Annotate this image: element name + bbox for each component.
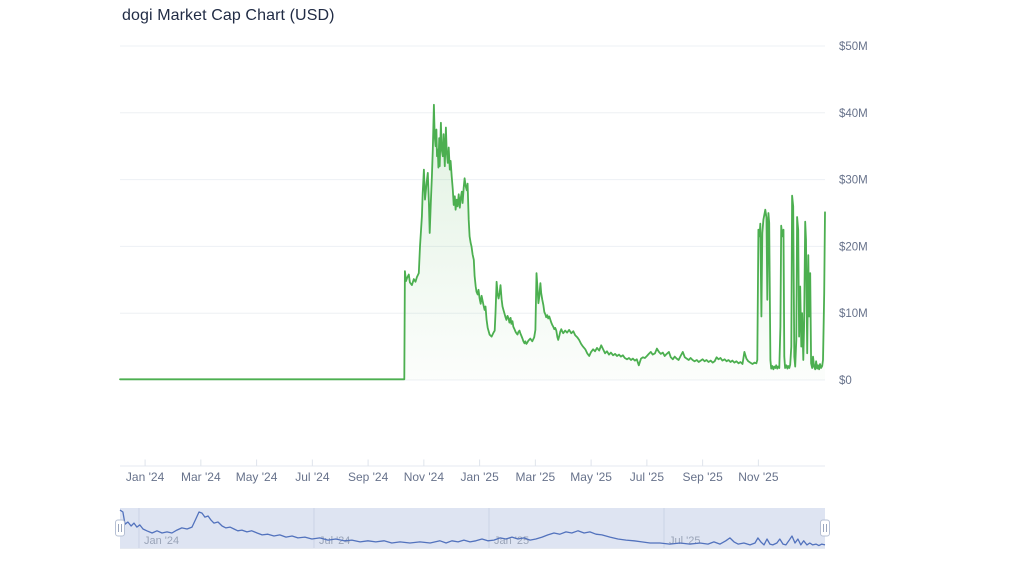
navigator-left-handle[interactable] bbox=[115, 519, 125, 537]
y-axis-label: $20M bbox=[839, 241, 868, 253]
navigator-handle-body[interactable] bbox=[115, 519, 125, 537]
y-axis-label: $0 bbox=[839, 375, 852, 387]
main-series-area bbox=[120, 104, 825, 381]
x-axis-label: Jul '24 bbox=[295, 470, 330, 484]
y-axis-label: $30M bbox=[839, 175, 868, 187]
navigator[interactable]: Jan '24 Jul '24 Jan '25 Jul '25 bbox=[115, 508, 830, 549]
x-axis-label: May '24 bbox=[236, 470, 278, 484]
main-series-line bbox=[119, 103, 826, 381]
x-axis-label: May '25 bbox=[570, 470, 612, 484]
x-axis-label: Sep '24 bbox=[348, 470, 389, 484]
x-axis: Jan '24 Mar '24 May '24 Jul '24 Sep '24 Nov '… bbox=[120, 459, 825, 484]
x-axis-label: Jul '25 bbox=[630, 470, 665, 484]
x-axis-label: Mar '24 bbox=[181, 470, 221, 484]
y-axis-label: $40M bbox=[839, 108, 868, 120]
navigator-right-handle[interactable] bbox=[820, 519, 830, 537]
x-axis-label: Nov '25 bbox=[738, 470, 779, 484]
chart-title: dogi Market Cap Chart (USD) bbox=[122, 7, 335, 24]
navigator-handle-body[interactable] bbox=[820, 519, 830, 537]
main-plot-hover-area[interactable] bbox=[120, 46, 825, 380]
y-axis-label: $10M bbox=[839, 308, 868, 320]
navigator-axis-label: Jan '24 bbox=[144, 535, 179, 547]
y-axis-label: $50M bbox=[839, 41, 868, 53]
x-axis-label: Jan '25 bbox=[460, 470, 499, 484]
navigator-axis-label: Jul '25 bbox=[669, 535, 700, 547]
x-axis-label: Nov '24 bbox=[404, 470, 445, 484]
x-axis-label: Jan '24 bbox=[126, 470, 165, 484]
navigator-axis-label: Jul '24 bbox=[319, 535, 350, 547]
navigator-gridlines bbox=[138, 508, 665, 548]
x-axis-label: Sep '25 bbox=[682, 470, 723, 484]
navigator-series-line bbox=[119, 509, 826, 547]
y-axis: $50M $40M $30M $20M $10M $0 bbox=[839, 41, 868, 387]
x-axis-label: Mar '25 bbox=[516, 470, 556, 484]
